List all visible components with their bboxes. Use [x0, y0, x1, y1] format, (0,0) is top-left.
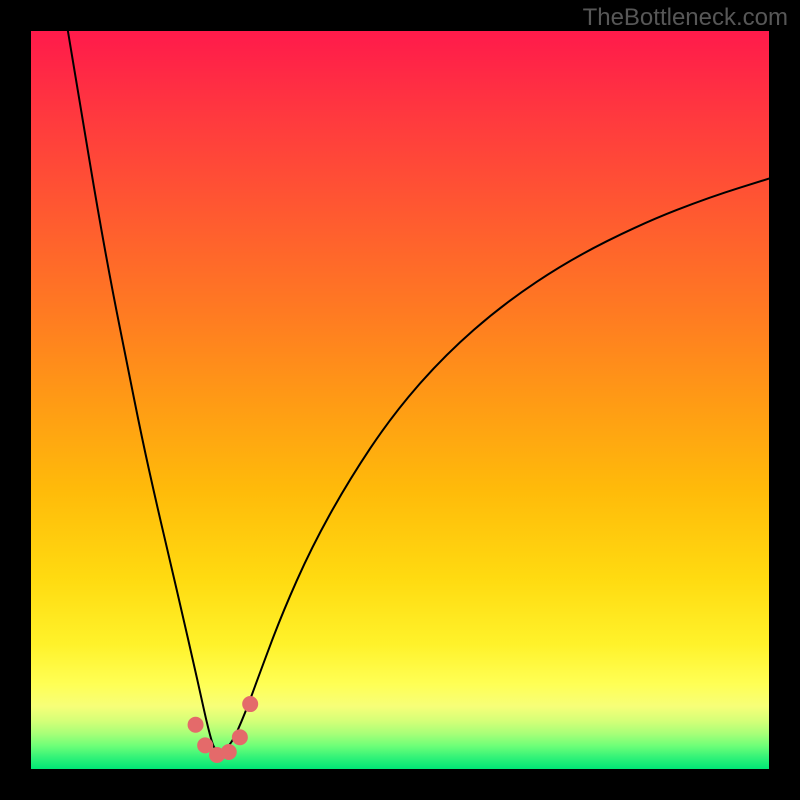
chart-svg — [31, 31, 769, 769]
watermark-text: TheBottleneck.com — [583, 4, 788, 32]
chart-background — [31, 31, 769, 769]
data-marker — [243, 697, 258, 712]
chart-plot-area — [31, 31, 769, 769]
data-marker — [188, 717, 203, 732]
data-marker — [232, 730, 247, 745]
data-marker — [221, 745, 236, 760]
